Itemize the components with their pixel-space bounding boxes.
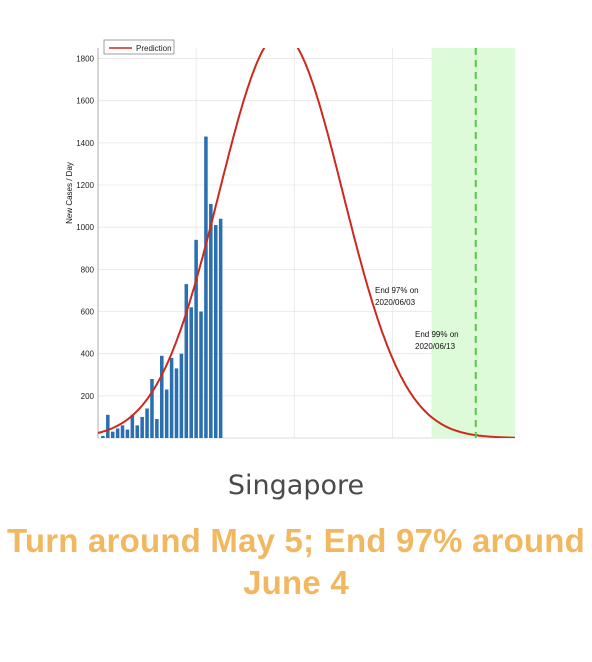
prediction-curve xyxy=(98,48,515,438)
y-axis-label: New Cases / Day xyxy=(65,162,74,224)
covid-prediction-chart: 200 400 600 800 1000 1200 1400 1600 1800 New Cas… xyxy=(65,39,515,439)
bar-4 xyxy=(120,425,125,438)
legend-prediction-label: Prediction xyxy=(136,44,172,53)
bar-15 xyxy=(174,368,179,438)
y-tick-label-5: 1200 xyxy=(76,181,94,190)
bar-11 xyxy=(155,419,159,438)
y-tick-label-1: 400 xyxy=(81,350,95,359)
y-tick-label-0: 200 xyxy=(81,392,95,401)
bar-17 xyxy=(184,284,189,438)
bar-23 xyxy=(213,225,218,438)
bar-24 xyxy=(218,218,223,438)
bar-10 xyxy=(150,378,154,438)
bar-13 xyxy=(164,389,169,438)
bar-7 xyxy=(135,425,140,438)
daily-cases-bars xyxy=(101,136,223,439)
forecast-headline-text: Turn around May 5; End 97% around June 4 xyxy=(6,522,586,601)
forecast-headline: Turn around May 5; End 97% around June 4 xyxy=(0,520,592,604)
bar-8 xyxy=(140,416,144,438)
bar-20 xyxy=(199,311,203,438)
y-tick-label-4: 1000 xyxy=(76,223,94,232)
annotation-end-99: End 99% on 2020/06/13 xyxy=(415,330,459,351)
bar-2 xyxy=(110,431,115,438)
y-axis-ticks: 200 400 600 800 1000 1200 1400 1600 1800 xyxy=(76,55,94,401)
bar-9 xyxy=(145,408,149,438)
annotation-end-99-line2: 2020/06/13 xyxy=(415,342,456,351)
y-tick-label-3: 800 xyxy=(81,265,95,274)
annotation-end-97-line2: 2020/06/03 xyxy=(375,298,416,307)
y-tick-label-7: 1600 xyxy=(76,97,94,106)
y-tick-label-8: 1800 xyxy=(76,55,94,64)
bar-12 xyxy=(160,355,164,438)
legend: Prediction xyxy=(103,39,175,55)
bar-6 xyxy=(130,414,135,438)
country-title: Singapore xyxy=(227,470,365,501)
bar-16 xyxy=(179,353,184,438)
bar-14 xyxy=(169,357,174,438)
bar-1 xyxy=(106,414,110,438)
bar-19 xyxy=(194,239,198,438)
y-tick-label-2: 600 xyxy=(81,308,95,317)
annotation-end-99-line1: End 99% on xyxy=(415,330,459,339)
annotation-end-97: End 97% on 2020/06/03 xyxy=(375,286,419,307)
bar-22 xyxy=(209,204,213,438)
bar-5 xyxy=(125,429,130,438)
y-tick-label-6: 1400 xyxy=(76,139,94,148)
bar-0 xyxy=(101,435,105,438)
bar-21 xyxy=(204,136,208,439)
bar-3 xyxy=(115,428,120,438)
bar-18 xyxy=(189,307,193,438)
end-region-shading xyxy=(431,48,515,438)
annotation-end-97-line1: End 97% on xyxy=(375,286,419,295)
